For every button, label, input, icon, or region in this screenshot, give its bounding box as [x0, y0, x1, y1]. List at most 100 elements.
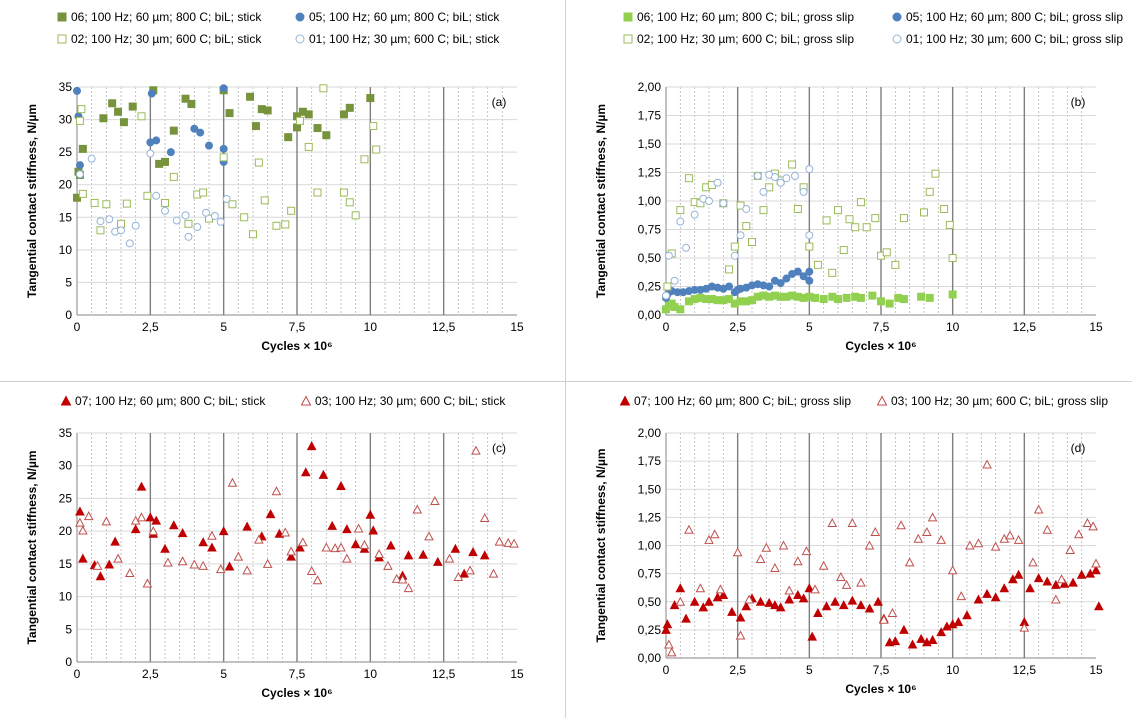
- x-tick-label: 12,5: [1013, 663, 1037, 677]
- data-point: [801, 546, 812, 556]
- y-tick-label: 20: [59, 524, 73, 538]
- legend-label: 02; 100 Hz; 30 µm; 600 C; biL; gross sli…: [637, 32, 854, 46]
- data-point: [830, 596, 840, 606]
- data-point: [336, 480, 346, 490]
- data-point: [219, 153, 228, 162]
- data-point: [913, 533, 924, 543]
- data-point: [662, 291, 670, 300]
- data-point: [131, 221, 140, 230]
- data-point: [263, 106, 272, 115]
- data-point: [1065, 544, 1076, 554]
- data-point: [366, 94, 375, 103]
- data-point: [856, 198, 865, 207]
- data-point: [887, 607, 898, 617]
- data-point: [920, 208, 928, 217]
- data-point: [198, 560, 208, 570]
- data-point: [403, 550, 414, 560]
- data-point: [151, 515, 162, 525]
- data-point: [744, 594, 754, 604]
- data-point: [676, 206, 685, 215]
- data-point: [503, 537, 514, 547]
- data-point: [224, 561, 235, 571]
- data-point: [205, 141, 213, 150]
- data-point: [78, 189, 87, 198]
- x-tick-label: 7,5: [873, 320, 890, 334]
- data-point: [1068, 577, 1078, 587]
- data-point: [873, 596, 883, 606]
- x-tick-label: 2,5: [729, 320, 746, 334]
- x-axis-title: Cycles × 10⁶: [845, 682, 916, 696]
- x-axis-title: Cycles × 10⁶: [261, 339, 332, 353]
- data-point: [776, 178, 785, 187]
- data-point: [199, 188, 208, 197]
- data-point: [432, 556, 443, 566]
- data-point: [281, 220, 290, 229]
- data-point: [841, 579, 852, 589]
- series-01: [75, 149, 231, 248]
- data-point: [450, 543, 461, 553]
- y-tick-label: 0,50: [638, 251, 662, 265]
- data-point: [735, 612, 746, 622]
- data-point: [899, 624, 909, 634]
- y-tick-label: 2,00: [638, 80, 662, 94]
- data-point: [819, 295, 828, 304]
- data-point: [755, 553, 766, 563]
- data-point: [965, 540, 975, 550]
- data-point: [748, 238, 756, 247]
- y-tick-label: 0,00: [638, 651, 662, 665]
- legend-marker: [623, 12, 633, 22]
- data-point: [242, 565, 252, 575]
- data-point: [925, 187, 934, 196]
- series-03: [75, 445, 519, 593]
- data-point: [736, 201, 745, 210]
- data-point: [891, 260, 900, 269]
- data-point: [321, 542, 332, 552]
- series-02: [75, 84, 381, 239]
- data-point: [862, 223, 871, 232]
- y-tick-label: 35: [59, 80, 73, 94]
- data-point: [95, 571, 106, 581]
- data-point: [670, 276, 679, 285]
- data-point: [90, 198, 99, 207]
- data-point: [1056, 574, 1067, 584]
- data-point: [193, 223, 202, 232]
- y-tick-label: 0,75: [638, 223, 662, 237]
- data-point: [864, 603, 875, 613]
- x-tick-label: 5: [220, 667, 227, 681]
- data-point: [775, 602, 786, 612]
- data-point: [807, 631, 818, 641]
- data-point: [424, 531, 434, 541]
- data-point: [990, 541, 1001, 551]
- data-point: [272, 221, 281, 230]
- data-point: [293, 123, 301, 132]
- data-point: [190, 124, 199, 133]
- chart-panel-b: 0,00 0,25 0,50 0,75 1,00 1,25 1,50 1,75 2,00 0 2,5…: [567, 0, 1132, 380]
- data-point: [973, 594, 984, 604]
- data-point: [75, 161, 84, 170]
- data-point: [181, 94, 190, 103]
- data-point: [166, 148, 175, 157]
- data-point: [418, 549, 428, 559]
- data-point: [666, 647, 677, 657]
- data-point: [1088, 521, 1098, 531]
- data-point: [827, 517, 838, 527]
- data-point: [882, 248, 891, 257]
- data-point: [372, 145, 381, 154]
- y-tick-label: 0,25: [638, 280, 662, 294]
- data-point: [755, 596, 766, 606]
- data-point: [339, 110, 348, 119]
- legend-label: 06; 100 Hz; 60 µm; 800 C; biL; stick: [71, 10, 262, 24]
- data-point: [684, 174, 693, 183]
- data-point: [152, 191, 161, 200]
- data-point: [847, 595, 858, 605]
- data-point: [788, 160, 797, 169]
- y-tick-label: 0,50: [638, 595, 662, 609]
- y-tick-label: 25: [59, 145, 73, 159]
- legend-label: 07; 100 Hz; 60 µm; 800 C; biL; gross sli…: [634, 394, 851, 408]
- data-point: [350, 539, 361, 549]
- data-point: [453, 571, 464, 581]
- x-tick-label: 10: [364, 320, 378, 334]
- data-point: [1008, 574, 1018, 584]
- data-point: [704, 596, 714, 606]
- data-point: [122, 199, 131, 208]
